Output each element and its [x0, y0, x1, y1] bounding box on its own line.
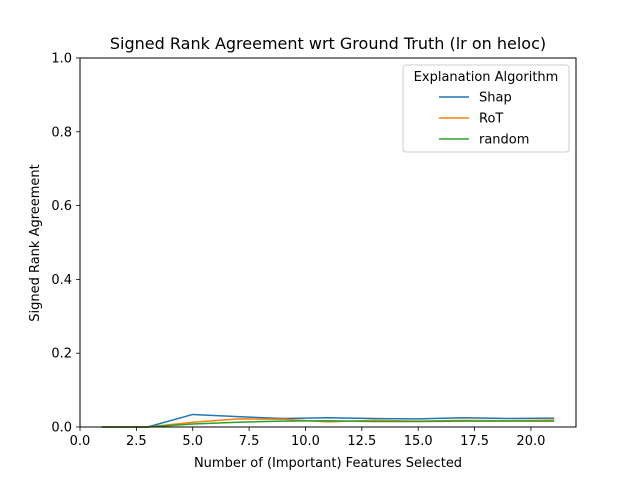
plot-area: 0.0 2.5 5.0 7.5 10.0 12.5 15.0 17.5 20.0 0.00.20… — [51, 52, 577, 449]
x-axis-ticks: 0.0 2.5 5.0 7.5 10.0 12.5 15.0 17.5 20.0 — [70, 427, 545, 449]
legend-entries: Shap RoT random — [439, 91, 529, 148]
x-tick-label: 2.5 — [126, 434, 147, 449]
x-tick-label: 5.0 — [182, 434, 203, 449]
series-layer — [101, 413, 555, 428]
legend-label-shap: Shap — [479, 91, 512, 106]
y-tick-label: 0.0 — [51, 421, 72, 436]
y-tick-label: 0.8 — [51, 125, 72, 140]
chart-title: Signed Rank Agreement wrt Ground Truth (… — [110, 34, 546, 53]
y-axis-ticks: 0.0 0.2 0.4 0.6 0.8 1.0 — [51, 52, 80, 436]
y-tick-label: 0.2 — [51, 347, 72, 362]
legend-label-rot: RoT — [479, 112, 503, 127]
plot-frame — [79, 57, 577, 428]
x-tick-label: 10.0 — [291, 434, 320, 449]
x-tick-label: 12.5 — [347, 434, 376, 449]
legend-box — [402, 64, 570, 153]
series-line-shap — [101, 413, 555, 428]
legend-title: Explanation Algorithm — [414, 70, 559, 85]
x-tick-label: 15.0 — [404, 434, 433, 449]
legend: Explanation Algorithm Shap RoT random — [402, 64, 570, 153]
x-tick-label: 17.5 — [460, 434, 489, 449]
series-line-random — [101, 419, 555, 428]
x-tick-label: 20.0 — [516, 434, 545, 449]
legend-label-random: random — [479, 133, 529, 148]
y-axis-label: Signed Rank Agreement — [28, 164, 43, 322]
y-tick-label: 0.4 — [51, 273, 72, 288]
x-tick-label: 7.5 — [239, 434, 260, 449]
y-tick-label: 1.0 — [51, 52, 72, 67]
x-axis-label: Number of (Important) Features Selected — [194, 456, 462, 471]
y-tick-label: 0.6 — [51, 199, 72, 214]
x-tick-label: 0.0 — [70, 434, 91, 449]
